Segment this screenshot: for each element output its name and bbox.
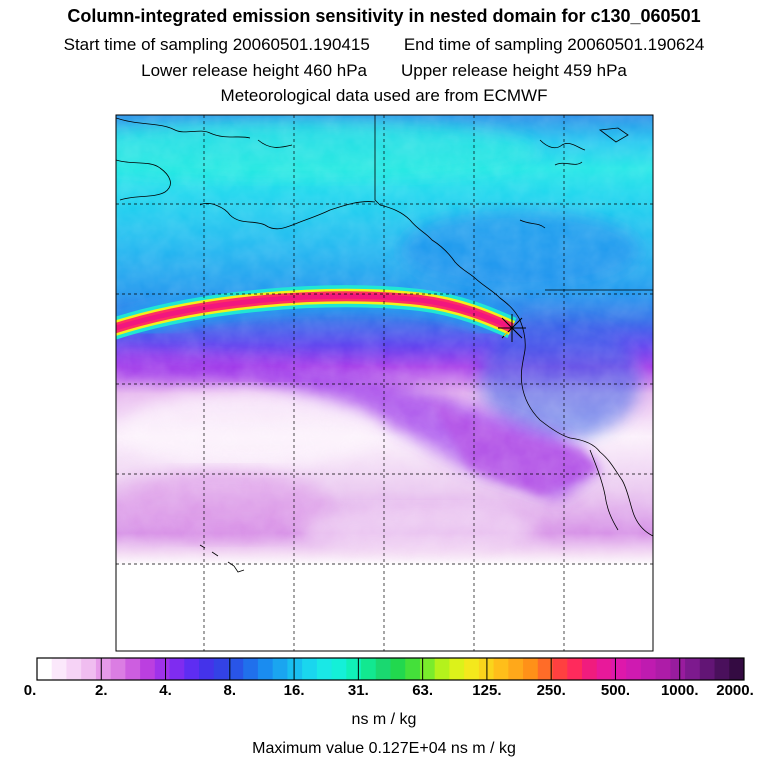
colorbar-swatch: [419, 658, 436, 680]
colorbar-swatch: [95, 658, 112, 680]
colorbar-swatch: [154, 658, 171, 680]
colorbar-swatch: [243, 658, 259, 680]
colorbar-swatch: [390, 658, 406, 680]
colorbar-swatch: [552, 658, 568, 680]
colorbar-swatch: [714, 658, 730, 680]
colorbar-swatch: [228, 658, 244, 680]
colorbar-swatch: [287, 658, 303, 680]
colorbar-swatch: [464, 658, 480, 680]
colorbar-swatch: [331, 658, 347, 680]
colorbar-swatch: [655, 658, 671, 680]
colorbar-swatch: [346, 658, 362, 680]
colorbar-swatch: [581, 658, 598, 680]
colorbar-swatch: [37, 658, 53, 680]
colorbar-swatch: [729, 658, 745, 680]
colorbar-swatch: [611, 658, 627, 680]
colorbar-unit-label: ns m / kg: [351, 711, 417, 728]
colorbar-swatch: [523, 658, 539, 680]
colorbar-swatch: [140, 658, 156, 680]
colorbar-swatch: [405, 658, 421, 680]
chart-title: Column-integrated emission sensitivity i…: [67, 6, 701, 26]
colorbar-swatch: [449, 658, 465, 680]
colorbar-swatch: [567, 658, 583, 680]
colorbar-swatch: [51, 658, 67, 680]
colorbar-swatch: [66, 658, 82, 680]
colorbar-swatch: [596, 658, 612, 680]
colorbar: [37, 658, 745, 680]
lower-release-label: Lower release height 460 hPa: [141, 61, 367, 80]
colorbar-swatch: [272, 658, 288, 680]
start-time-label: Start time of sampling 20060501.190415: [63, 35, 370, 54]
colorbar-swatch: [257, 658, 274, 680]
map-field: [116, 115, 653, 651]
met-data-label: Meteorological data used are from ECMWF: [220, 86, 548, 105]
map-frame: [115, 114, 654, 652]
colorbar-swatch: [685, 658, 701, 680]
colorbar-swatch: [493, 658, 509, 680]
colorbar-swatch: [434, 658, 450, 680]
colorbar-swatch: [81, 658, 97, 680]
colorbar-frame: [36, 657, 745, 681]
colorbar-swatch: [110, 658, 126, 680]
colorbar-swatch: [375, 658, 391, 680]
colorbar-swatch: [213, 658, 229, 680]
colorbar-swatch: [125, 658, 141, 680]
upper-release-label: Upper release height 459 hPa: [401, 61, 627, 80]
release-height-line: Lower release height 460 hPa Upper releas…: [0, 61, 768, 81]
colorbar-swatch: [302, 658, 318, 680]
colorbar-swatch: [184, 658, 200, 680]
colorbar-swatch: [640, 658, 657, 680]
colorbar-swatch: [361, 658, 377, 680]
colorbar-swatch: [199, 658, 215, 680]
lat-lon-grid: [116, 115, 653, 651]
colorbar-swatch: [316, 658, 333, 680]
colorbar-swatch: [169, 658, 185, 680]
colorbar-swatch: [699, 658, 716, 680]
colorbar-swatch: [670, 658, 686, 680]
colorbar-swatch: [508, 658, 524, 680]
colorbar-swatch: [626, 658, 642, 680]
release-marker: [498, 314, 526, 342]
colorbar-swatch: [537, 658, 554, 680]
max-value-label: Maximum value 0.127E+04 ns m / kg: [252, 740, 516, 757]
end-time-label: End time of sampling 20060501.190624: [403, 35, 705, 54]
sampling-time-line: Start time of sampling 20060501.190415 En…: [0, 35, 768, 55]
